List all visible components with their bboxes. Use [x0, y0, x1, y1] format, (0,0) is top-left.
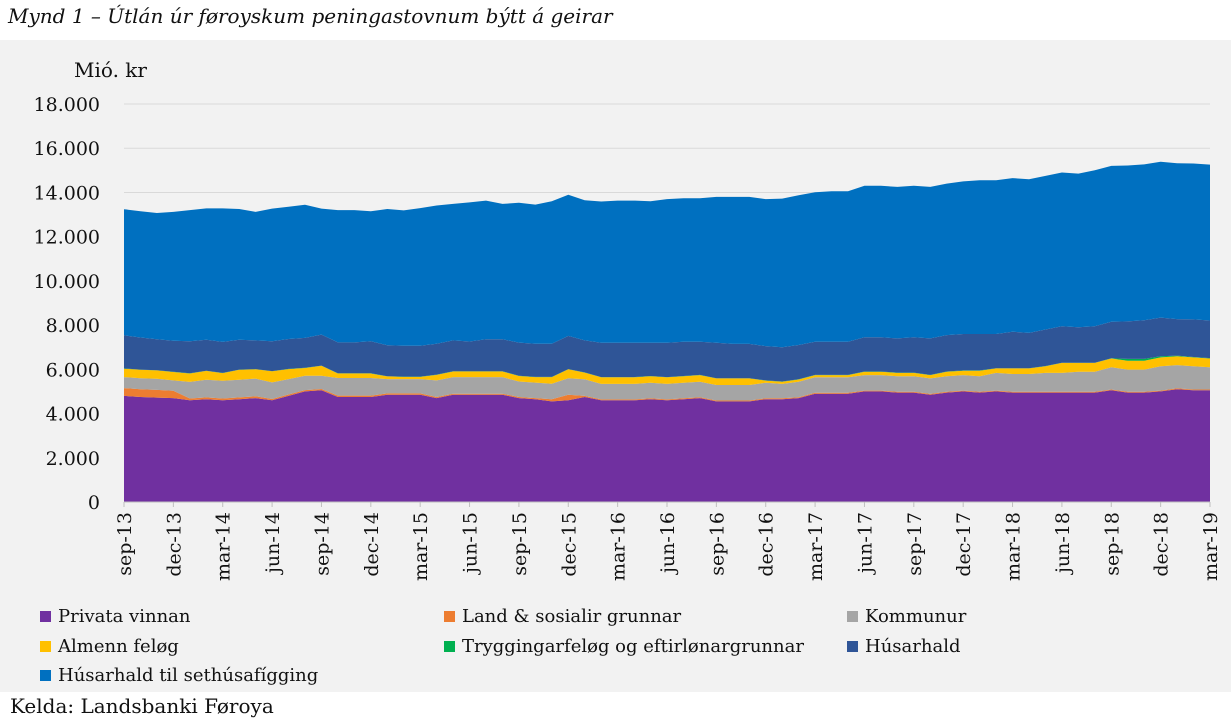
x-tick-label: sep-15: [509, 512, 531, 576]
legend-swatch: [40, 670, 51, 681]
legend-item-kommunur: Kommunur: [847, 606, 966, 627]
area-series-h-sarhald-til-seth-saf-gging: [124, 161, 1210, 348]
x-tick-label: sep-13: [114, 512, 136, 576]
legend-item-land-sosialir-grunnar: Land & sosialir grunnar: [444, 606, 681, 627]
y-tick-label: 12.000: [34, 227, 100, 249]
y-tick-label: 18.000: [34, 94, 100, 116]
y-tick-label: 0: [88, 492, 100, 514]
legend-item-husarhald-til-sethusafigging: Húsarhald til sethúsafígging: [40, 665, 318, 686]
x-tick-label: mar-18: [1003, 512, 1025, 581]
x-tick-label: mar-16: [608, 512, 630, 581]
y-tick-label: 6.000: [46, 359, 100, 381]
x-tick-label: jun-15: [460, 512, 482, 575]
x-tick-label: mar-14: [213, 512, 235, 581]
x-tick-label: mar-15: [410, 512, 432, 581]
legend-label: Húsarhald: [865, 636, 961, 657]
x-tick-label: sep-18: [1101, 512, 1123, 576]
y-tick-label: 16.000: [34, 138, 100, 160]
x-tick-label: jun-18: [1052, 512, 1074, 575]
y-axis-unit-label: Mió. kr: [74, 58, 147, 82]
figure-title: Mynd 1 – Útlán úr føroyskum peningastovn…: [8, 4, 613, 28]
x-tick-label: dec-17: [953, 512, 975, 577]
x-tick-label: dec-15: [558, 512, 580, 577]
legend-swatch: [847, 641, 858, 652]
legend-label: Almenn feløg: [58, 636, 179, 657]
area-series-h-sarhald: [124, 317, 1210, 382]
area-series-kommunur: [124, 365, 1210, 401]
legend-label: Kommunur: [865, 606, 967, 627]
x-tick-label: jun-16: [657, 512, 679, 575]
legend-label: Tryggingarfeløg og eftirlønargrunnar: [462, 636, 804, 657]
area-series-privata-vinnan: [124, 389, 1210, 502]
legend-item-privata-vinnan: Privata vinnan: [40, 606, 191, 627]
y-tick-label: 10.000: [34, 271, 100, 293]
x-tick-label: mar-19: [1200, 512, 1222, 581]
x-tick-label: dec-18: [1151, 512, 1173, 577]
area-series-almenn-fel-g: [124, 356, 1210, 385]
legend-label: Privata vinnan: [58, 606, 191, 627]
y-tick-label: 2.000: [46, 448, 100, 470]
legend-swatch: [40, 611, 51, 622]
legend-swatch: [444, 641, 455, 652]
x-tick-label: dec-13: [163, 512, 185, 577]
legend-item-almenn-feloeg: Almenn feløg: [40, 636, 179, 657]
x-tick-label: sep-14: [311, 512, 333, 576]
legend-swatch: [847, 611, 858, 622]
legend-item-husarhald: Húsarhald: [847, 636, 960, 657]
chart-legend: Privata vinnan Land & sosialir grunnar K…: [40, 606, 1220, 690]
source-note: Kelda: Landsbanki Føroya: [10, 694, 274, 718]
area-series-tryggingarfel-g-og-eftirl-nargrunnar: [124, 355, 1210, 382]
y-tick-label: 14.000: [34, 182, 100, 204]
legend-swatch: [40, 641, 51, 652]
x-tick-label: jun-17: [854, 512, 876, 575]
x-tick-label: sep-17: [904, 512, 926, 576]
x-tick-label: dec-14: [361, 512, 383, 577]
x-tick-label: mar-17: [805, 512, 827, 581]
legend-label: Húsarhald til sethúsafígging: [58, 665, 319, 686]
legend-item-tryggingarfeloeg: Tryggingarfeløg og eftirlønargrunnar: [444, 636, 804, 657]
y-tick-label: 4.000: [46, 404, 100, 426]
x-tick-label: jun-14: [262, 512, 284, 575]
legend-swatch: [444, 611, 455, 622]
x-tick-label: sep-16: [706, 512, 728, 576]
x-tick-label: dec-16: [756, 512, 778, 577]
legend-label: Land & sosialir grunnar: [462, 606, 682, 627]
stacked-area-chart: 0 2.000 4.000 6.000 8.000 10.000 12.000 14.000 1…: [34, 94, 1222, 581]
y-tick-label: 8.000: [46, 315, 100, 337]
